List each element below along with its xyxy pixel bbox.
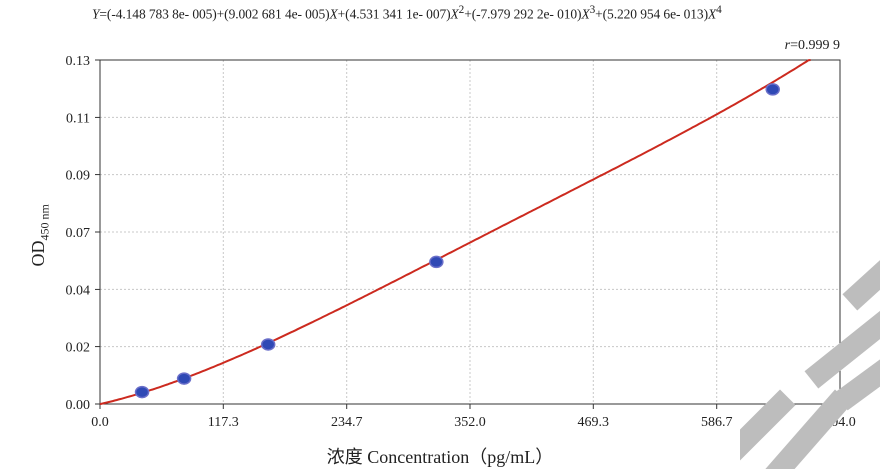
equation-power: 4 (716, 4, 722, 16)
grid-layer (100, 60, 840, 404)
x-tick-label: 0.0 (91, 415, 109, 430)
fit-curve (99, 59, 811, 406)
x-axis-title: 浓度 Concentration（pg/mL） (326, 447, 554, 467)
x-tick-label: 117.3 (208, 415, 239, 430)
regression-equation: Y=(-4.148 783 8e- 005)+(9.002 681 4e- 00… (92, 4, 872, 23)
watermark-logo (740, 260, 880, 469)
x-tick-label: 469.3 (578, 415, 610, 430)
data-point (176, 372, 192, 385)
y-tick-label: 0.07 (66, 226, 91, 241)
equation-term-4: +(5.220 954 6e- 013) (595, 6, 708, 22)
correlation-label: r=0.999 9 (785, 38, 840, 54)
tick-layer: 0.0 117.3 234.7 352.0 469.3 586.7 704.00.000.0… (66, 54, 856, 430)
data-point (134, 385, 150, 399)
equation-x-symbol: X (450, 6, 459, 22)
y-tick-label: 0.02 (66, 341, 91, 356)
equation-power: 2 (458, 4, 465, 16)
equation-term-2: +(4.531 341 1e- 007) (337, 6, 451, 22)
correlation-value: =0.999 9 (790, 38, 840, 53)
y-tick-label: 0.04 (66, 283, 91, 298)
y-tick-label: 0.09 (66, 169, 91, 184)
equation-power: 3 (589, 4, 596, 16)
equation-x-symbol: X (581, 6, 590, 22)
equation-term-3: +(-7.979 292 2e- 010) (464, 6, 582, 22)
equation-x-symbol: X (329, 6, 338, 22)
correlation-symbol: r (784, 38, 791, 53)
y-tick-label: 0.11 (66, 111, 90, 126)
data-point (765, 83, 780, 96)
equation-term-1: =(-4.148 783 8e- 005)+(9.002 681 4e- 005… (99, 6, 330, 22)
data-point (429, 255, 444, 269)
data-points (134, 83, 780, 399)
y-tick-label: 0.00 (66, 398, 91, 413)
equation-x-symbol: X (707, 6, 717, 22)
x-tick-label: 352.0 (454, 415, 486, 430)
y-tick-label: 0.13 (66, 54, 91, 69)
x-tick-label: 586.7 (701, 415, 733, 430)
equation-y-symbol: Y (92, 6, 100, 22)
data-point (260, 338, 276, 351)
x-tick-label: 234.7 (331, 415, 363, 430)
